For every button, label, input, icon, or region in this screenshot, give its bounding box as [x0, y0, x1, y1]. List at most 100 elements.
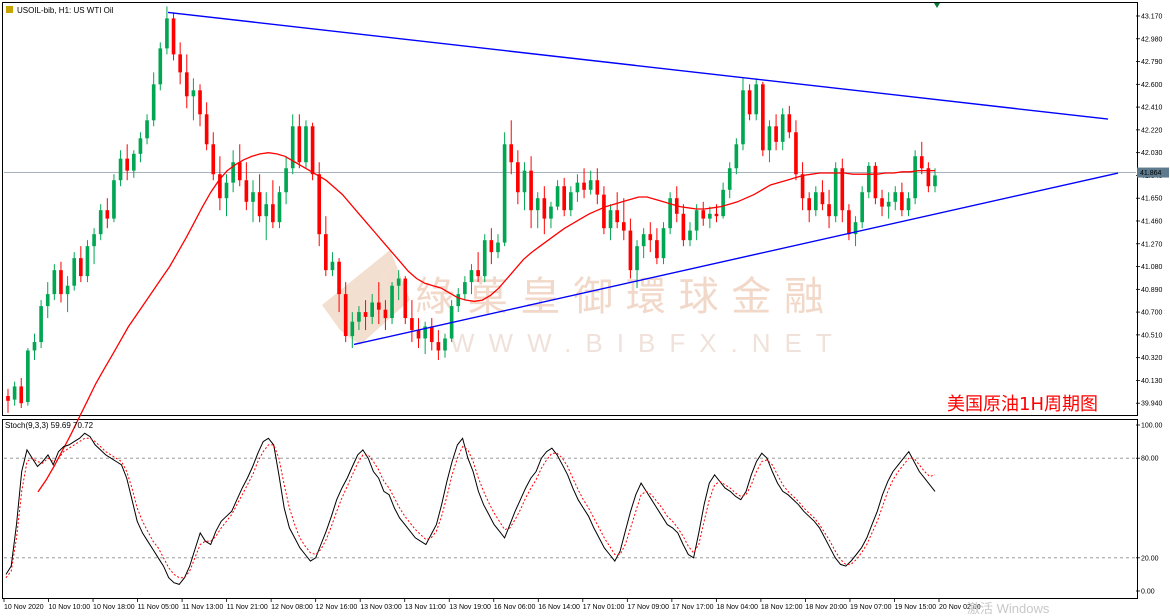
- time-axis-label: 13 Nov 19:00: [449, 604, 491, 611]
- bear-candle-body: [343, 294, 348, 337]
- bear-candle-body: [429, 326, 434, 343]
- bear-candle-body: [79, 258, 83, 277]
- bear-candle-body: [542, 198, 547, 219]
- price-axis-label: 43.170: [1141, 13, 1163, 20]
- bear-candle-body: [628, 230, 633, 271]
- bull-candle-body: [906, 198, 911, 211]
- bull-candle-body: [893, 192, 898, 202]
- bull-candle-body: [112, 180, 116, 219]
- stoch-signal-line: [5, 437, 936, 579]
- bull-candle-body: [131, 153, 136, 171]
- stoch-title: Stoch(9,3,3) 59.69 70.72: [5, 421, 94, 430]
- bear-candle-body: [257, 192, 262, 217]
- bull-candle-body: [231, 162, 235, 183]
- bull-candle-body: [456, 294, 461, 307]
- bull-candle-body: [569, 192, 573, 211]
- bear-candle-body: [317, 174, 322, 235]
- bull-candle-body: [32, 342, 37, 351]
- bull-candle-body: [688, 230, 692, 241]
- bear-candle-body: [204, 114, 209, 145]
- time-axis-label: 10 Nov 10:00: [49, 604, 91, 611]
- bull-candle-body: [641, 234, 646, 247]
- bull-candle-body: [635, 246, 639, 271]
- bear-candle-body: [562, 186, 567, 211]
- bull-candle-body: [853, 222, 858, 235]
- stoch-axis-label: 80.00: [1141, 456, 1159, 463]
- price-axis-label: 40.890: [1141, 287, 1163, 294]
- bull-candle-body: [913, 156, 917, 199]
- bull-candle-body: [350, 321, 355, 337]
- chart-caption: 美国原油1H周期图: [947, 394, 1098, 415]
- bear-candle-body: [648, 234, 653, 241]
- time-axis-label: 10 Nov 2020: [4, 604, 44, 611]
- bear-candle-body: [873, 165, 878, 199]
- price-axis-label: 42.220: [1141, 127, 1163, 134]
- bear-candle-body: [794, 132, 798, 175]
- trendline-layer: [167, 11, 1119, 346]
- bull-candle-body: [290, 126, 295, 169]
- price-axis-label: 40.700: [1141, 310, 1163, 317]
- bull-candle-body: [866, 165, 871, 193]
- time-axis-label: 13 Nov 03:00: [360, 604, 402, 611]
- bear-candle-body: [827, 204, 831, 217]
- bull-candle-body: [390, 285, 394, 319]
- bear-candle-body: [271, 204, 275, 223]
- bull-candle-body: [661, 228, 666, 259]
- bull-candle-body: [92, 234, 96, 247]
- price-axis-label: 40.510: [1141, 332, 1163, 339]
- bear-candle-body: [615, 210, 619, 223]
- bear-candle-body: [595, 180, 600, 195]
- bull-candle-body: [767, 126, 772, 151]
- bull-candle-body: [522, 170, 527, 193]
- bear-candle-body: [747, 90, 752, 115]
- price-axis-label: 41.080: [1141, 264, 1163, 271]
- os-activation-watermark: 激活 Windows: [967, 601, 1050, 616]
- time-axis-label: 11 Nov 13:00: [182, 604, 223, 611]
- bear-candle-body: [761, 84, 765, 151]
- bear-candle-body: [701, 210, 706, 219]
- bull-candle-body: [502, 144, 507, 243]
- bull-candle-body: [933, 175, 937, 187]
- bull-candle-body: [165, 18, 169, 49]
- price-axis-label: 42.030: [1141, 150, 1163, 157]
- bull-candle-body: [145, 120, 149, 139]
- current-price-label: 41.864: [1140, 170, 1162, 177]
- bear-candle-body: [529, 170, 533, 211]
- bull-candle-body: [734, 144, 739, 169]
- bear-candle-body: [363, 312, 368, 317]
- resistance-trendline: [167, 11, 1109, 120]
- bull-candle-body: [118, 158, 123, 181]
- symbol-icon: [6, 6, 13, 13]
- bull-candle-body: [39, 306, 43, 343]
- stoch-axis-label: 20.00: [1141, 555, 1159, 562]
- symbol-title: USOIL-bib, H1: US WTI Oil: [17, 6, 114, 15]
- bull-candle-body: [45, 294, 50, 307]
- bull-candle-body: [886, 201, 891, 207]
- bull-candle-body: [496, 242, 500, 253]
- bear-candle-body: [787, 114, 792, 133]
- bull-candle-body: [727, 168, 732, 190]
- watermark: 綠 菓 皇 御 環 球 金 融 WWW.BIBFX.NET: [322, 250, 832, 358]
- bear-candle-body: [807, 198, 812, 211]
- candlestick-series: [6, 6, 937, 413]
- bull-candle-body: [264, 204, 269, 217]
- bull-candle-body: [85, 246, 90, 277]
- bear-candle-body: [410, 318, 414, 331]
- bull-candle-body: [277, 192, 282, 223]
- price-axis-label: 39.940: [1141, 401, 1163, 408]
- bull-candle-body: [72, 258, 77, 286]
- bear-candle-body: [602, 194, 606, 229]
- bear-candle-body: [489, 240, 494, 253]
- bull-candle-body: [708, 213, 712, 219]
- price-axis-label: 42.600: [1141, 82, 1163, 89]
- bull-candle-body: [396, 278, 401, 286]
- stoch-main-line: [5, 432, 936, 585]
- bear-candle-body: [416, 330, 421, 339]
- bear-candle-body: [840, 168, 845, 211]
- axis-layer: 43.170 42.980 42.790 42.600 42.410 42.220 42.0…: [3, 13, 1169, 611]
- bear-candle-body: [820, 192, 825, 205]
- time-axis-label: 11 Nov 05:00: [138, 604, 179, 611]
- bull-candle-body: [357, 312, 361, 322]
- bear-candle-body: [376, 302, 381, 310]
- time-axis-label: 18 Nov 12:00: [761, 604, 803, 611]
